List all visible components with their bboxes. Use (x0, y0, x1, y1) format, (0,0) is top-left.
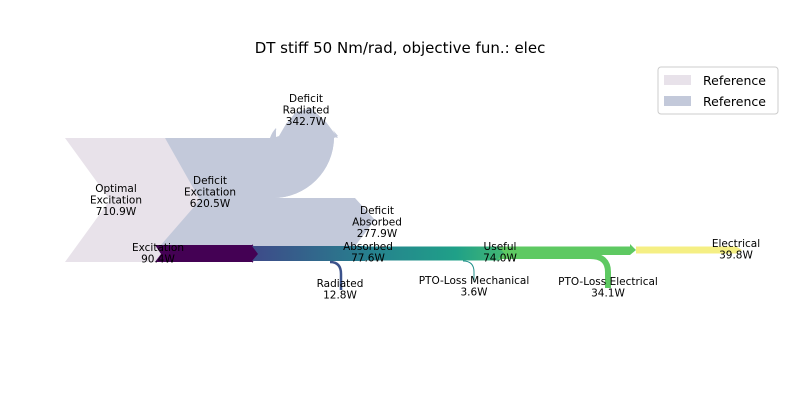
legend-swatch-2 (664, 96, 691, 106)
label-deficit-excitation: Deficit Excitation 620.5W (184, 175, 236, 210)
reference-flow-deficit-excitation (165, 128, 277, 138)
label-useful: Useful 74.0W (483, 241, 517, 265)
main-diagram (155, 244, 742, 290)
reference-flow-deficit-radiated (273, 108, 338, 198)
flow-radiated (329, 260, 343, 290)
reference-diagram (65, 108, 375, 262)
legend-label-2: Reference (703, 94, 766, 109)
chart-title: DT stiff 50 Nm/rad, objective fun.: elec (255, 39, 546, 57)
label-excitation: Excitation 90.4W (132, 242, 184, 266)
label-absorbed: Absorbed 77.6W (343, 241, 393, 265)
label-optimal-excitation: Optimal Excitation 710.9W (90, 183, 142, 218)
legend-label-1: Reference (703, 73, 766, 88)
legend-swatch-1 (664, 75, 691, 85)
flow-pto-loss-mechanical (462, 260, 475, 282)
flow-electrical-green (498, 244, 636, 259)
legend: Reference Reference (657, 66, 779, 115)
label-electrical: Electrical 39.8W (712, 238, 760, 262)
label-pto-loss-electrical: PTO-Loss Electrical 34.1W (558, 276, 658, 300)
label-deficit-absorbed: Deficit Absorbed 277.9W (352, 205, 402, 240)
label-radiated: Radiated 12.8W (317, 278, 364, 302)
flow-excitation (155, 244, 259, 263)
labels: Optimal Excitation 710.9W Deficit Excitation… (90, 93, 760, 302)
flow-absorbed (252, 246, 365, 261)
label-pto-loss-mechanical: PTO-Loss Mechanical 3.6W (419, 275, 530, 299)
flow-useful (360, 246, 505, 261)
flow-pto-loss-electrical (589, 253, 611, 288)
flow-electrical (636, 246, 742, 254)
label-deficit-radiated: Deficit Radiated 342.7W (283, 93, 330, 128)
